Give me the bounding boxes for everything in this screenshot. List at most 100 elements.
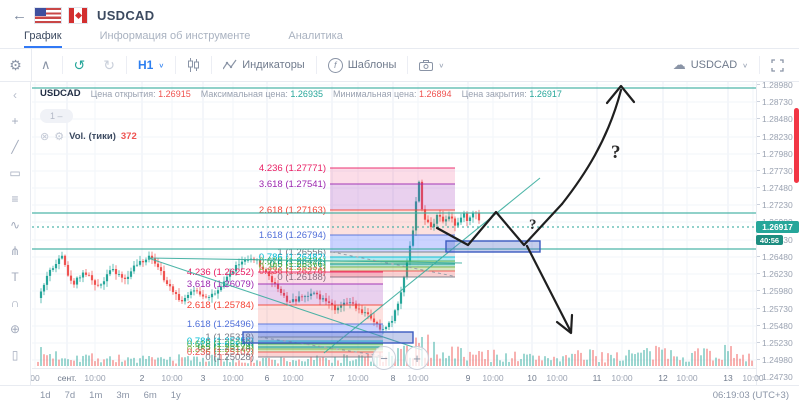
price-label: 1.28730 bbox=[757, 97, 793, 107]
symbol-selector[interactable]: ☁ USDCAD ∨ bbox=[664, 53, 757, 77]
time-label: 10:00 bbox=[84, 373, 106, 383]
price-label: 1.25730 bbox=[757, 304, 793, 314]
fib-level-label: 0.618 (1.26421) bbox=[259, 256, 326, 267]
chart-type-button[interactable] bbox=[178, 54, 209, 76]
range-1y[interactable]: 1y bbox=[170, 390, 181, 401]
legend-symbol: USDCAD bbox=[40, 88, 81, 99]
wave-icon[interactable]: ∿ bbox=[9, 218, 21, 232]
range-1m[interactable]: 1m bbox=[89, 390, 103, 401]
collapse-toolbar-button[interactable]: ∧ bbox=[32, 53, 60, 77]
annotations-layer[interactable]: ?? bbox=[435, 84, 636, 335]
parallel-channel-icon[interactable]: ≡ bbox=[11, 192, 19, 206]
crosshair-icon[interactable]: + bbox=[11, 114, 19, 128]
time-label: 10:00 bbox=[611, 373, 633, 383]
horizontal-levels[interactable] bbox=[32, 87, 756, 250]
trendlines-layer[interactable] bbox=[147, 177, 541, 354]
fib-level-label: 0 (1.25028) bbox=[205, 352, 254, 363]
price-label: 1.27480 bbox=[757, 183, 793, 193]
w-pattern-line[interactable] bbox=[435, 202, 564, 247]
projection-up-arrow[interactable] bbox=[560, 88, 623, 206]
pitchfork-icon[interactable]: ⋔ bbox=[9, 244, 21, 258]
range-6m[interactable]: 6m bbox=[143, 390, 157, 401]
volume-label: Vol. (тики) bbox=[69, 131, 116, 142]
time-label: 10:00 bbox=[407, 373, 429, 383]
tab-instrument-info[interactable]: Информация об инструменте bbox=[99, 30, 251, 42]
price-label: 1.25980 bbox=[757, 286, 793, 296]
trendline-icon[interactable]: ╱ bbox=[11, 140, 19, 154]
price-axis[interactable]: 1.28980 1.28730 1.28480 1.28230 1.27980 1.277… bbox=[756, 80, 799, 385]
trash-icon[interactable]: ▯ bbox=[11, 348, 19, 362]
redo-button[interactable]: ↻ bbox=[94, 53, 124, 78]
canada-flag-icon bbox=[69, 7, 87, 23]
tab-chart[interactable]: График bbox=[24, 30, 62, 48]
low-label: Минимальная цена: 1.26894 bbox=[332, 88, 452, 99]
zoom-in-button[interactable]: + bbox=[405, 346, 429, 370]
undo-button[interactable]: ↺ bbox=[65, 53, 95, 78]
time-label: 8 bbox=[390, 373, 396, 383]
fib-level-label: 0.786 (1.25256) bbox=[187, 336, 254, 347]
snapshot-button[interactable]: ∨ bbox=[410, 56, 453, 75]
support-zone-rect[interactable] bbox=[242, 331, 414, 344]
time-label: 10:00 bbox=[282, 373, 304, 383]
price-label: 1.25480 bbox=[757, 321, 793, 331]
candlestick-icon bbox=[188, 58, 200, 72]
price-label: 1.24730 bbox=[757, 372, 793, 382]
fib-level-label: 0.618 (1.25208) bbox=[187, 339, 254, 350]
divider bbox=[315, 56, 317, 74]
open-label: Цена открытия: 1.26915 bbox=[90, 88, 191, 99]
magnet-icon[interactable]: ∩ bbox=[10, 296, 20, 310]
time-label: 9 bbox=[465, 373, 471, 383]
fib-level-label: 0.5 (1.26376) bbox=[269, 259, 326, 270]
us-flag-icon bbox=[35, 7, 61, 23]
high-label: Максимальная цена: 1.26935 bbox=[200, 88, 323, 99]
zoom-in-icon[interactable]: ⊕ bbox=[9, 322, 21, 336]
fullscreen-button[interactable] bbox=[762, 55, 793, 76]
fib-level-label: 0.382 (1.26331) bbox=[259, 262, 326, 273]
close-icon[interactable]: ⊗ bbox=[40, 131, 50, 143]
fib-level-label: 1 (1.25318) bbox=[205, 332, 254, 343]
gear-icon: ⚙ bbox=[9, 56, 22, 73]
fib-level-label: 0 (1.26188) bbox=[277, 272, 326, 283]
axis-scroll-marker[interactable] bbox=[794, 108, 799, 183]
fib-level-label: 0.236 (1.25102) bbox=[187, 347, 254, 358]
price-label: 1.27230 bbox=[757, 200, 793, 210]
settings-button[interactable]: ⚙ bbox=[0, 49, 32, 81]
range-3m[interactable]: 3m bbox=[116, 390, 130, 401]
timeframe-value: H1 bbox=[137, 58, 154, 72]
grid-layer bbox=[32, 82, 756, 368]
text-tool-icon[interactable]: T bbox=[11, 270, 19, 284]
fullscreen-icon bbox=[771, 58, 784, 72]
price-label: 1.26480 bbox=[757, 252, 793, 262]
ohlc-legend: USDCAD Цена открытия: 1.26915 Максимальн… bbox=[40, 88, 562, 99]
fib-extension-lower[interactable]: 4.236 (1.26252)3.618 (1.26079) 2.618 (1.2… bbox=[187, 267, 383, 363]
collapse-panel-icon[interactable]: ‹ bbox=[13, 88, 17, 102]
zoom-out-button[interactable]: − bbox=[372, 346, 396, 370]
indicators-button[interactable]: Индикаторы bbox=[214, 55, 314, 75]
camera-icon bbox=[419, 59, 434, 71]
rectangle-icon[interactable]: ▭ bbox=[9, 166, 21, 180]
divider bbox=[175, 56, 177, 74]
time-axis[interactable]: 00 сент. 10:00 2 10:00 3 10:00 6 10:00 7 10:00 8 10:… bbox=[30, 368, 764, 386]
drawings-badge[interactable]: 1 – bbox=[40, 109, 73, 123]
time-label: 2 bbox=[139, 373, 145, 383]
time-label: 10:00 bbox=[676, 373, 698, 383]
templates-button[interactable]: f Шаблоны bbox=[319, 54, 406, 77]
current-price-badge: 1.26917 bbox=[756, 221, 799, 233]
back-button[interactable]: ← bbox=[12, 6, 27, 24]
question-mark-annotation[interactable]: ? bbox=[529, 217, 537, 233]
question-mark-annotation[interactable]: ? bbox=[611, 142, 621, 163]
tab-bar: График Информация об инструменте Аналитика bbox=[0, 30, 799, 49]
support-zone-rect[interactable] bbox=[445, 240, 541, 253]
timeframe-selector[interactable]: H1 ∨ bbox=[129, 54, 173, 76]
time-label: 10 bbox=[527, 373, 537, 383]
gear-icon[interactable]: ⚙ bbox=[54, 131, 65, 143]
projection-down-arrow[interactable] bbox=[525, 244, 573, 334]
range-7d[interactable]: 7d bbox=[64, 390, 76, 401]
tab-analytics[interactable]: Аналитика bbox=[288, 30, 343, 42]
volume-value: 372 bbox=[120, 131, 137, 142]
fib-extension-upper[interactable]: 4.236 (1.27771) 3.618 (1.27541) 2.618 (1.2… bbox=[259, 163, 455, 283]
fib-level-label: 0.786 (1.26482) bbox=[259, 252, 326, 263]
range-1d[interactable]: 1d bbox=[40, 390, 51, 401]
